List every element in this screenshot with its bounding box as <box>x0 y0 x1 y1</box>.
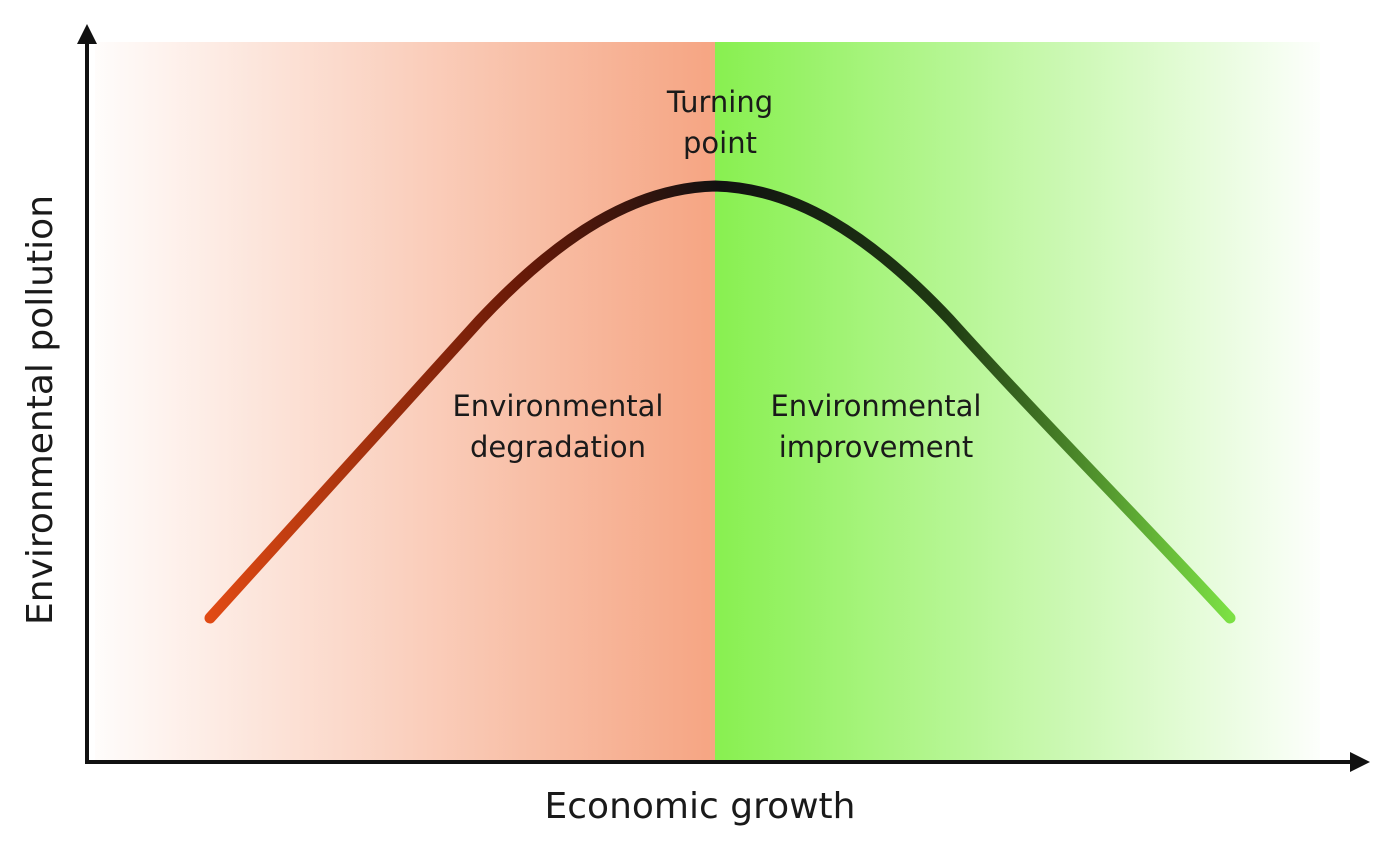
turning-point-label-line1: Turning <box>666 85 773 119</box>
turning-point-label-line2: point <box>683 126 757 160</box>
y-axis-label: Environmental pollution <box>20 195 61 625</box>
y-axis-arrowhead <box>77 24 97 44</box>
right-region-label-line1: Environmental <box>770 389 981 423</box>
x-axis-label: Economic growth <box>545 786 856 827</box>
right-region-label-line2: improvement <box>779 430 974 464</box>
left-region-label-line1: Environmental <box>452 389 663 423</box>
ekc-curve <box>204 180 1236 624</box>
x-axis-arrowhead <box>1350 752 1370 772</box>
left-region-label-line2: degradation <box>470 430 646 464</box>
